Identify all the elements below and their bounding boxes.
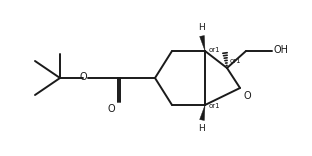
Text: H: H	[199, 23, 205, 32]
Polygon shape	[200, 36, 205, 51]
Text: or1: or1	[230, 58, 241, 64]
Text: or1: or1	[209, 103, 221, 109]
Polygon shape	[200, 105, 205, 120]
Text: H: H	[199, 124, 205, 133]
Text: OH: OH	[274, 45, 289, 55]
Text: or1: or1	[209, 47, 221, 53]
Text: O: O	[107, 104, 115, 114]
Text: O: O	[244, 91, 251, 101]
Text: O: O	[79, 72, 87, 82]
